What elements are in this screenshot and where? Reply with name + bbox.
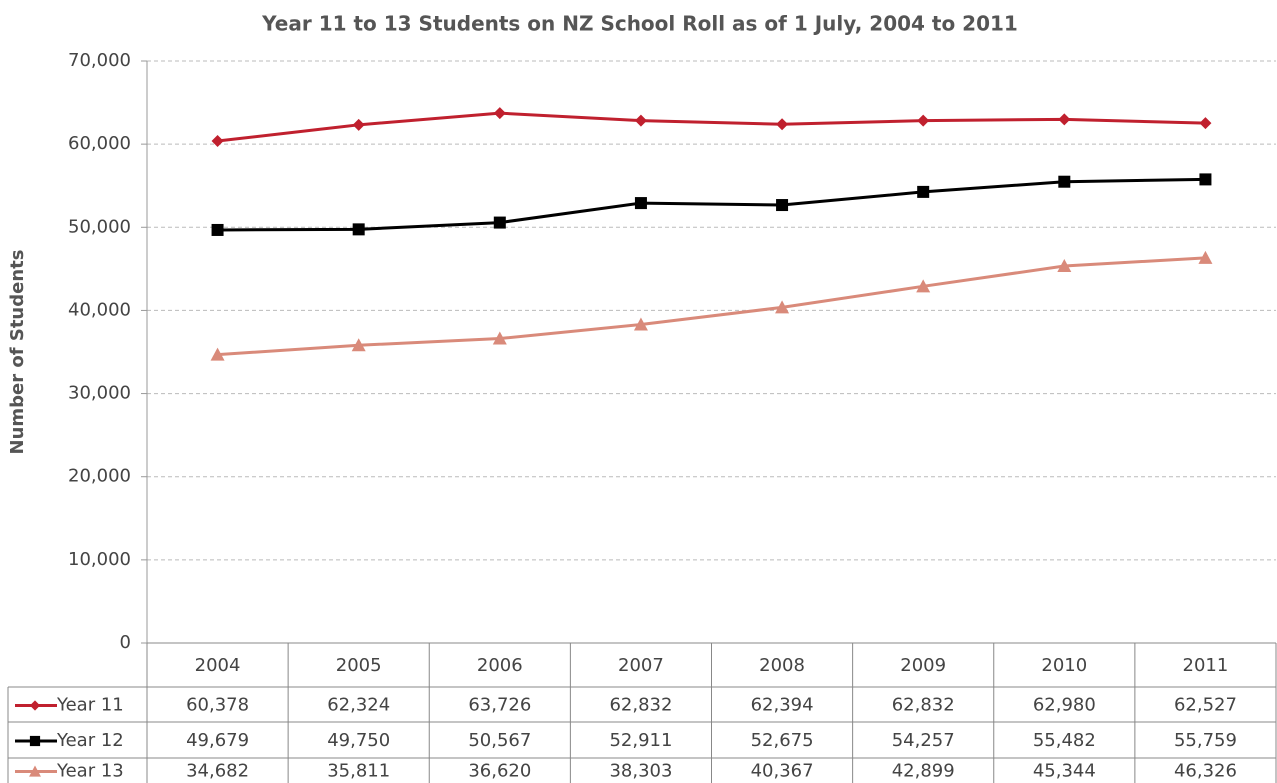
- table-cell: 52,675: [751, 730, 814, 751]
- legend-label: Year 13: [56, 761, 124, 782]
- marker: [1058, 175, 1071, 188]
- y-tick-label: 30,000: [68, 383, 131, 404]
- y-tick-label: 40,000: [68, 299, 131, 320]
- table-cell: 55,482: [1033, 730, 1096, 751]
- marker: [917, 185, 930, 198]
- marker: [492, 331, 507, 345]
- marker: [775, 300, 790, 314]
- table-cell: 55,759: [1174, 730, 1237, 751]
- x-tick-label: 2011: [1183, 655, 1229, 676]
- legend-label: Year 11: [56, 695, 124, 716]
- series-line: [217, 256, 1206, 357]
- table-cell: 54,257: [892, 730, 955, 751]
- table-cell: 50,567: [468, 730, 531, 751]
- table-cell: 49,679: [186, 730, 249, 751]
- x-tick-label: 2008: [759, 655, 805, 676]
- table-cell: 38,303: [609, 761, 672, 782]
- marker: [29, 735, 41, 747]
- y-tick-label: 70,000: [68, 50, 131, 71]
- x-tick-label: 2004: [195, 655, 241, 676]
- y-axis-label: Number of Students: [7, 250, 28, 455]
- chart-title: Year 11 to 13 Students on NZ School Roll…: [261, 12, 1018, 36]
- marker: [493, 107, 506, 120]
- table-cell: 45,344: [1033, 761, 1096, 782]
- series-line: [217, 111, 1206, 143]
- table-cell: 60,378: [186, 695, 249, 716]
- marker: [776, 118, 789, 131]
- marker: [493, 216, 506, 229]
- marker: [1198, 250, 1213, 264]
- marker: [29, 765, 41, 777]
- marker: [352, 223, 365, 236]
- marker: [211, 223, 224, 236]
- table-cell: 62,527: [1174, 695, 1237, 716]
- series-line: [217, 177, 1206, 232]
- y-tick-label: 10,000: [68, 549, 131, 570]
- x-tick-label: 2009: [900, 655, 946, 676]
- y-tick-label: 0: [120, 632, 131, 653]
- marker: [916, 279, 931, 293]
- marker: [1199, 117, 1212, 130]
- x-tick-label: 2007: [618, 655, 664, 676]
- x-tick-label: 2005: [336, 655, 382, 676]
- marker: [1199, 173, 1212, 186]
- table-cell: 35,811: [327, 761, 390, 782]
- legend-label: Year 12: [56, 730, 124, 751]
- marker: [634, 114, 647, 127]
- table-cell: 52,911: [609, 730, 672, 751]
- marker: [210, 347, 225, 361]
- table-cell: 62,832: [609, 695, 672, 716]
- table-cell: 62,394: [751, 695, 814, 716]
- table-cell: 40,367: [751, 761, 814, 782]
- marker: [633, 317, 648, 331]
- table-cell: 62,832: [892, 695, 955, 716]
- marker: [917, 114, 930, 127]
- table-cell: 36,620: [468, 761, 531, 782]
- marker: [352, 118, 365, 131]
- table-cell: 62,324: [327, 695, 390, 716]
- marker: [351, 338, 366, 352]
- table-cell: 46,326: [1174, 761, 1237, 782]
- table-cell: 63,726: [468, 695, 531, 716]
- marker: [1058, 113, 1071, 126]
- table-cell: 62,980: [1033, 695, 1096, 716]
- y-tick-label: 20,000: [68, 466, 131, 487]
- table-cell: 34,682: [186, 761, 249, 782]
- marker: [634, 197, 647, 210]
- y-tick-label: 60,000: [68, 133, 131, 154]
- y-tick-label: 50,000: [68, 216, 131, 237]
- marker: [29, 700, 41, 711]
- marker: [1057, 258, 1072, 272]
- x-tick-label: 2010: [1041, 655, 1087, 676]
- x-tick-label: 2006: [477, 655, 523, 676]
- marker: [776, 199, 789, 212]
- marker: [211, 135, 224, 148]
- table-cell: 49,750: [327, 730, 390, 751]
- table-cell: 42,899: [892, 761, 955, 782]
